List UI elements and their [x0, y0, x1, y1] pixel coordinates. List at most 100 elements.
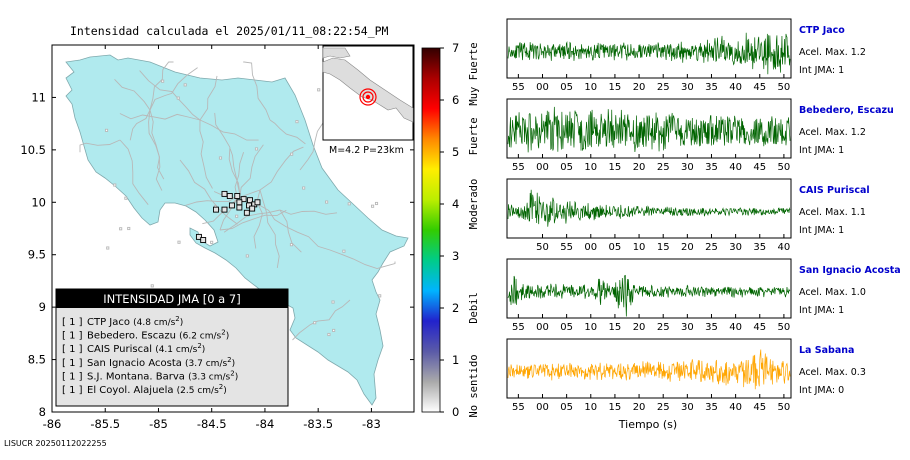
town-dot — [177, 240, 181, 244]
intensity-box-background — [55, 288, 289, 407]
entry-value: (2.5 cm/s — [177, 386, 219, 396]
town-dot — [317, 88, 321, 92]
entry-intensity: [ 1 ] — [62, 344, 83, 355]
town-dot — [104, 128, 109, 132]
entry-station: San Ignacio Acosta (3.7 cm/s2) — [87, 356, 235, 369]
time-tick-label: 05 — [560, 162, 573, 173]
town-dot — [289, 243, 294, 247]
time-tick-label: 10 — [584, 82, 597, 93]
waveform-trace — [507, 106, 791, 153]
station-marker — [213, 206, 219, 213]
map-frame — [51, 44, 415, 413]
waveform-panel: 55 00 05 10 15 20 25 30 35 40 45 50 Bebedero, Escazu… — [506, 98, 894, 173]
station-marker — [195, 233, 202, 240]
time-tick-label: 10 — [584, 162, 597, 173]
time-tick-label: 45 — [753, 82, 766, 93]
waveform-panel: 55 00 05 10 15 20 25 30 35 40 45 50 CTP Jaco Acel. Ma… — [506, 18, 866, 93]
entry-intensity: [ 1 ] — [62, 331, 83, 342]
town-dot — [183, 83, 187, 87]
station-name-label: CTP Jaco — [799, 25, 845, 36]
time-tick-label: 40 — [729, 162, 742, 173]
lon-tick-label: -83.5 — [303, 417, 333, 431]
station-marker — [236, 199, 243, 206]
station-marker — [226, 193, 233, 199]
time-tick-label: 05 — [609, 242, 622, 253]
time-tick-label: 15 — [657, 242, 670, 253]
lat-tick-label: 11 — [31, 90, 46, 104]
time-tick-label: 25 — [705, 242, 718, 253]
waveform-trace — [507, 189, 791, 227]
road-line — [279, 209, 302, 253]
jma-intensity-label: Int JMA: 1 — [799, 65, 844, 76]
station-marker — [254, 199, 261, 206]
time-axis-label: Tiempo (s) — [618, 418, 677, 431]
time-tick-label: 35 — [705, 162, 718, 173]
entry-close: ) — [232, 359, 236, 369]
entry-close: ) — [223, 386, 227, 396]
lon-tick-label: -85 — [149, 417, 168, 431]
max-acceleration-label: Acel. Max. 1.0 — [799, 287, 866, 298]
road-line — [149, 67, 198, 111]
road-line — [139, 70, 201, 121]
waveform-panels: 55 00 05 10 15 20 25 30 35 40 45 50 CTP Jaco Acel. Ma… — [506, 18, 901, 413]
entry-close: ) — [180, 318, 184, 328]
time-tick-label: 50 — [778, 82, 791, 93]
time-tick-label: 05 — [560, 82, 573, 93]
road-line — [148, 109, 165, 180]
town-dot — [374, 201, 379, 206]
jma-intensity-label: Int JMA: 1 — [799, 145, 844, 156]
time-tick-label: 30 — [681, 402, 694, 413]
time-tick-label: 00 — [536, 162, 549, 173]
time-tick-label: 45 — [753, 162, 766, 173]
station-marker — [234, 193, 241, 199]
road-line — [149, 61, 174, 111]
entry-station-name: El Coyol. Alajuela — [87, 385, 177, 396]
station-name-label: San Ignacio Acosta — [799, 265, 901, 276]
time-tick-label: 35 — [705, 82, 718, 93]
town-dot — [290, 152, 294, 156]
entry-station: CAIS Puriscal (4.1 cm/s2) — [87, 342, 205, 355]
lat-tick-label: 8.5 — [28, 353, 46, 367]
station-markers — [195, 190, 261, 243]
time-tick-label: 10 — [584, 322, 597, 333]
figure-title: Intensidad calculada el 2025/01/11_08:22… — [70, 24, 389, 38]
station-marker — [243, 209, 250, 216]
station-name-label: La Sabana — [799, 345, 854, 356]
colorbar-tick-label: 4 — [452, 197, 459, 211]
town-dot — [119, 227, 123, 231]
time-tick-label: 35 — [705, 402, 718, 413]
town-dot — [313, 321, 317, 325]
max-acceleration-label: Acel. Max. 1.1 — [799, 207, 866, 218]
inset-land — [322, 57, 414, 123]
time-tick-label: 20 — [633, 82, 646, 93]
town-dot — [378, 294, 382, 298]
road-line — [292, 299, 351, 341]
lat-tick-label: 9 — [39, 300, 46, 314]
latitude-axis: 8 8.5 9 9.5 10 10.5 11 — [20, 90, 414, 419]
colorbar-tick-label: 0 — [452, 405, 459, 419]
colorbar-category-label: Muy Fuerte — [468, 42, 480, 105]
colorbar-tick-label: 1 — [452, 353, 459, 367]
time-tick-label: 55 — [512, 322, 525, 333]
time-tick-label: 40 — [729, 82, 742, 93]
entry-unit-superscript: 2 — [227, 356, 231, 364]
entry-station: El Coyol. Alajuela (2.5 cm/s2) — [87, 383, 227, 396]
town-dot — [245, 254, 249, 258]
time-tick-label: 55 — [512, 82, 525, 93]
jma-intensity-label: Int JMA: 1 — [799, 305, 844, 316]
colorbar-tick-label: 3 — [452, 249, 459, 263]
time-tick-label: 05 — [560, 322, 573, 333]
town-dot — [254, 147, 259, 151]
entry-intensity: [ 1 ] — [62, 358, 83, 369]
footer-id: LISUCR 20250112022255 — [4, 439, 107, 448]
intensity-box-header-bg — [56, 289, 288, 308]
town-dot — [161, 79, 165, 83]
time-tick-label: 15 — [609, 322, 622, 333]
location-inset: M=4.2 P=23km — [322, 45, 414, 156]
town-dot — [325, 200, 329, 204]
time-tick-label: 20 — [633, 162, 646, 173]
waveform-trace — [507, 32, 791, 75]
time-tick-label: 35 — [753, 242, 766, 253]
waveform-panel: 50 55 00 05 10 15 20 25 30 35 40 CAIS Puriscal Acel.… — [506, 178, 870, 253]
